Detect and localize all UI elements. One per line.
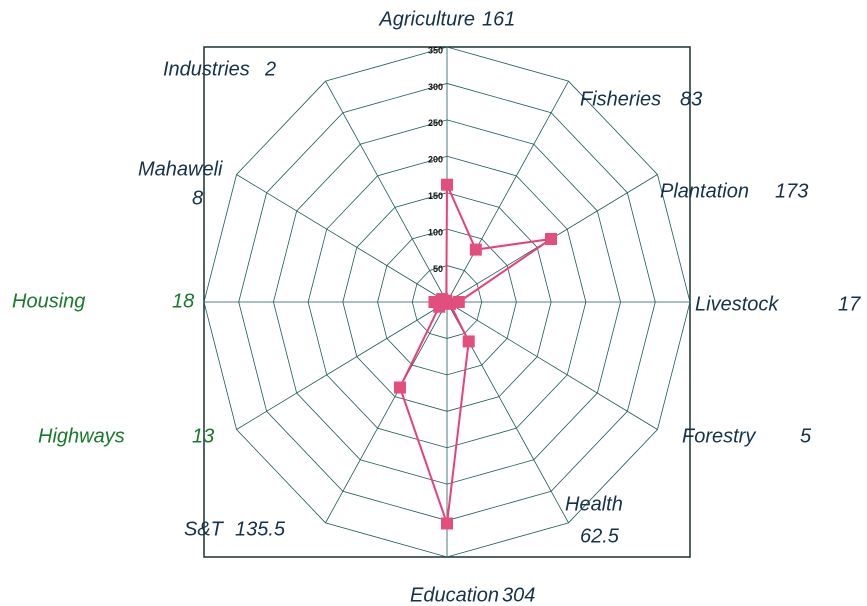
category-label: Education <box>410 584 499 606</box>
value-label: 161 <box>482 8 515 30</box>
spoke <box>325 80 448 303</box>
data-marker <box>545 232 558 245</box>
r-tick-label: 350 <box>428 45 443 55</box>
category-label: Mahaweli <box>138 158 223 180</box>
category-label: Industries <box>163 58 250 80</box>
value-label: 135.5 <box>235 518 286 540</box>
r-tick-label: 300 <box>428 82 443 92</box>
grid-ring <box>411 265 483 339</box>
value-label: 2 <box>264 58 276 80</box>
data-marker <box>441 517 453 530</box>
r-tick-label: 250 <box>428 118 443 128</box>
value-label: 17 <box>838 293 861 315</box>
r-tick-label: 200 <box>428 155 443 165</box>
r-tick-label: 100 <box>428 228 443 238</box>
category-label: Housing <box>12 290 85 312</box>
category-label: Highways <box>38 425 125 447</box>
value-label: 62.5 <box>580 525 620 547</box>
spoke <box>325 301 448 524</box>
spoke <box>236 174 448 303</box>
data-marker <box>469 243 482 256</box>
value-label: 83 <box>680 88 702 110</box>
category-label: Plantation <box>660 180 749 202</box>
grid-ring <box>203 46 691 558</box>
category-label: Fisheries <box>580 88 661 110</box>
category-label: Forestry <box>682 425 756 447</box>
spoke <box>446 301 658 430</box>
value-label: 304 <box>502 584 535 606</box>
spoke <box>446 80 569 303</box>
grid-ring <box>273 119 621 485</box>
data-marker <box>393 381 406 394</box>
r-tick-label: 150 <box>428 191 443 201</box>
category-label: S&T <box>184 518 225 540</box>
r-tick-label: 50 <box>433 264 443 274</box>
data-marker <box>440 294 453 307</box>
value-label: 5 <box>800 425 812 447</box>
value-label: 8 <box>192 187 203 209</box>
category-label: Agriculture <box>378 8 475 30</box>
data-marker <box>441 178 453 191</box>
value-label: 13 <box>192 425 214 447</box>
grid-ring <box>307 155 587 449</box>
spoke <box>236 301 448 430</box>
data-marker <box>462 335 475 348</box>
value-label: 18 <box>172 290 194 312</box>
category-label: Health <box>565 493 623 515</box>
category-label: Livestock <box>695 293 779 315</box>
grid-ring <box>377 228 517 376</box>
value-label: 173 <box>775 180 808 202</box>
